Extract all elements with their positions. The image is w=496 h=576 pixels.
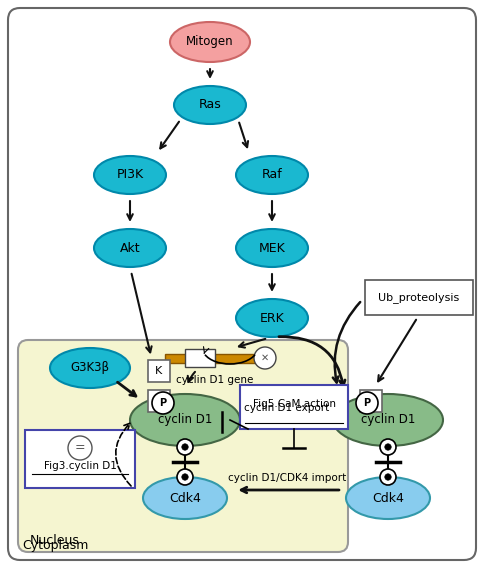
Ellipse shape (174, 86, 246, 124)
Ellipse shape (94, 156, 166, 194)
Text: P: P (156, 396, 162, 406)
Text: Mitogen: Mitogen (186, 36, 234, 48)
Bar (165, 354, 265, 363)
Ellipse shape (94, 229, 166, 267)
Text: cyclin D1/CDK4 import: cyclin D1/CDK4 import (228, 473, 346, 483)
Text: Nucleus: Nucleus (30, 533, 80, 547)
Circle shape (68, 436, 92, 460)
Bar (185, 349, 215, 367)
Text: cyclin D1 gene: cyclin D1 gene (176, 375, 253, 385)
Ellipse shape (130, 394, 240, 446)
Ellipse shape (236, 156, 308, 194)
Bar (360, 390, 382, 412)
Ellipse shape (333, 394, 443, 446)
Circle shape (356, 392, 378, 414)
Ellipse shape (236, 299, 308, 337)
Text: =: = (75, 441, 85, 454)
Text: Akt: Akt (120, 241, 140, 255)
Bar (365, 280, 473, 315)
Bar (148, 390, 170, 412)
Circle shape (152, 392, 174, 414)
Text: K: K (155, 366, 163, 376)
Circle shape (380, 439, 396, 455)
Text: cyclin D1: cyclin D1 (361, 414, 415, 426)
Text: Ras: Ras (198, 98, 221, 112)
Circle shape (177, 469, 193, 485)
Bar (25, 430, 135, 488)
Ellipse shape (170, 22, 250, 62)
Text: cyclin D1: cyclin D1 (158, 414, 212, 426)
Text: P: P (364, 398, 371, 408)
Text: cyclin D1 export: cyclin D1 export (245, 403, 330, 413)
Text: ERK: ERK (259, 312, 284, 324)
Text: Cdk4: Cdk4 (169, 491, 201, 505)
Circle shape (385, 474, 391, 480)
Text: Fig5.CaM.action: Fig5.CaM.action (252, 399, 335, 409)
Text: Cytoplasm: Cytoplasm (22, 539, 88, 551)
Text: ✕: ✕ (261, 353, 269, 363)
Text: Cdk4: Cdk4 (372, 491, 404, 505)
Text: Raf: Raf (261, 169, 282, 181)
Ellipse shape (236, 229, 308, 267)
Text: Fig3.cyclin D1: Fig3.cyclin D1 (44, 461, 117, 471)
Text: MEK: MEK (258, 241, 285, 255)
Circle shape (380, 469, 396, 485)
Circle shape (385, 444, 391, 450)
Circle shape (254, 347, 276, 369)
Circle shape (182, 444, 188, 450)
Bar (240, 385, 348, 429)
Ellipse shape (346, 477, 430, 519)
Text: Ub_proteolysis: Ub_proteolysis (378, 292, 460, 303)
FancyBboxPatch shape (8, 8, 476, 560)
Bar (148, 360, 170, 382)
Ellipse shape (50, 348, 130, 388)
Text: P: P (159, 398, 167, 408)
FancyBboxPatch shape (18, 340, 348, 552)
Text: G3K3β: G3K3β (70, 362, 110, 374)
Circle shape (177, 439, 193, 455)
Text: P: P (368, 396, 374, 406)
Text: PI3K: PI3K (117, 169, 143, 181)
Ellipse shape (143, 477, 227, 519)
Circle shape (182, 474, 188, 480)
